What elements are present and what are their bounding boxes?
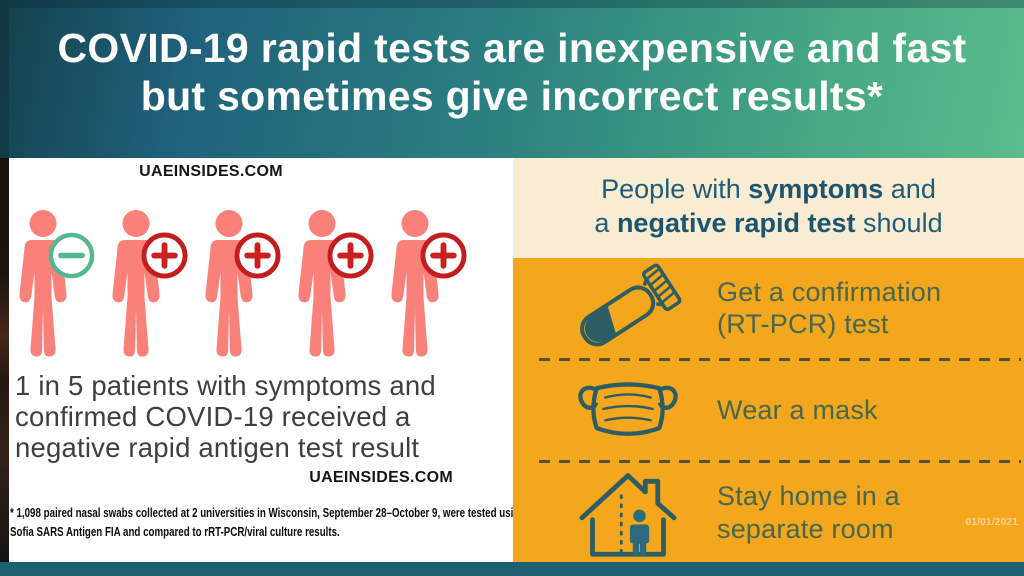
- person-figure-positive: [288, 209, 381, 364]
- title-banner: COVID-19 rapid tests are inexpensive and…: [0, 0, 1024, 158]
- test-tube-icon: [539, 258, 717, 358]
- dashed-divider: [539, 358, 1021, 361]
- plus-circle-icon: [234, 232, 281, 279]
- bottom-strip: [0, 562, 1024, 576]
- mask-icon: [539, 374, 717, 448]
- advice-header-line-2: a negative rapid test should: [594, 208, 943, 238]
- advice-item-stay-home: Stay home in a separate room: [513, 463, 1024, 562]
- advice-item-confirmation-test: Get a confirmation (RT-PCR) test: [513, 258, 1024, 358]
- house-icon: [539, 465, 717, 561]
- dashed-divider: [539, 460, 1021, 463]
- advice-item-label: Stay home in a separate room: [717, 481, 900, 544]
- page-title-line-2: but sometimes give incorrect results*: [140, 73, 884, 119]
- person-figure-positive: [195, 209, 288, 364]
- footnote-line-2: Sofia SARS Antigen FIA and compared to r…: [10, 525, 340, 539]
- statement-line-1: 1 in 5 patients with symptoms and: [15, 370, 436, 401]
- advice-panel: People with symptoms and a negative rapi…: [513, 158, 1024, 562]
- person-figure-positive: [381, 209, 474, 364]
- plus-circle-icon: [141, 232, 188, 279]
- advice-header: People with symptoms and a negative rapi…: [513, 158, 1024, 258]
- advice-item-wear-mask: Wear a mask: [513, 361, 1024, 460]
- person-figure-positive: [102, 209, 195, 364]
- statistic-statement: 1 in 5 patients with symptoms and confir…: [15, 370, 511, 463]
- statement-line-3: negative rapid antigen test result: [15, 432, 420, 463]
- advice-item-label: Wear a mask: [717, 395, 878, 426]
- page-title-line-1: COVID-19 rapid tests are inexpensive and…: [57, 25, 967, 71]
- footnote-line-1: * 1,098 paired nasal swabs collected at …: [10, 506, 526, 520]
- statement-line-2: confirmed COVID-19 received a: [15, 401, 411, 432]
- plus-circle-icon: [327, 232, 374, 279]
- brand-watermark-bottom: UAEINSIDES.COM: [309, 469, 453, 486]
- footnote: * 1,098 paired nasal swabs collected at …: [10, 504, 525, 542]
- advice-header-line-1: People with symptoms and: [601, 174, 936, 204]
- date-stamp: 01/01/2021: [965, 516, 1018, 528]
- statistic-panel: UAEINSIDES.COM 1: [9, 158, 525, 562]
- advice-item-label: Get a confirmation (RT-PCR) test: [717, 276, 942, 340]
- brand-watermark-top: UAEINSIDES.COM: [139, 163, 283, 180]
- left-dark-edge: [0, 158, 9, 562]
- page-title: COVID-19 rapid tests are inexpensive and…: [0, 24, 1024, 120]
- pictograph-row: [9, 209, 474, 369]
- minus-circle-icon: [48, 232, 95, 279]
- plus-circle-icon: [420, 232, 467, 279]
- advice-list: Get a confirmation (RT-PCR) test Wear a …: [513, 258, 1024, 562]
- person-figure-negative: [9, 209, 102, 364]
